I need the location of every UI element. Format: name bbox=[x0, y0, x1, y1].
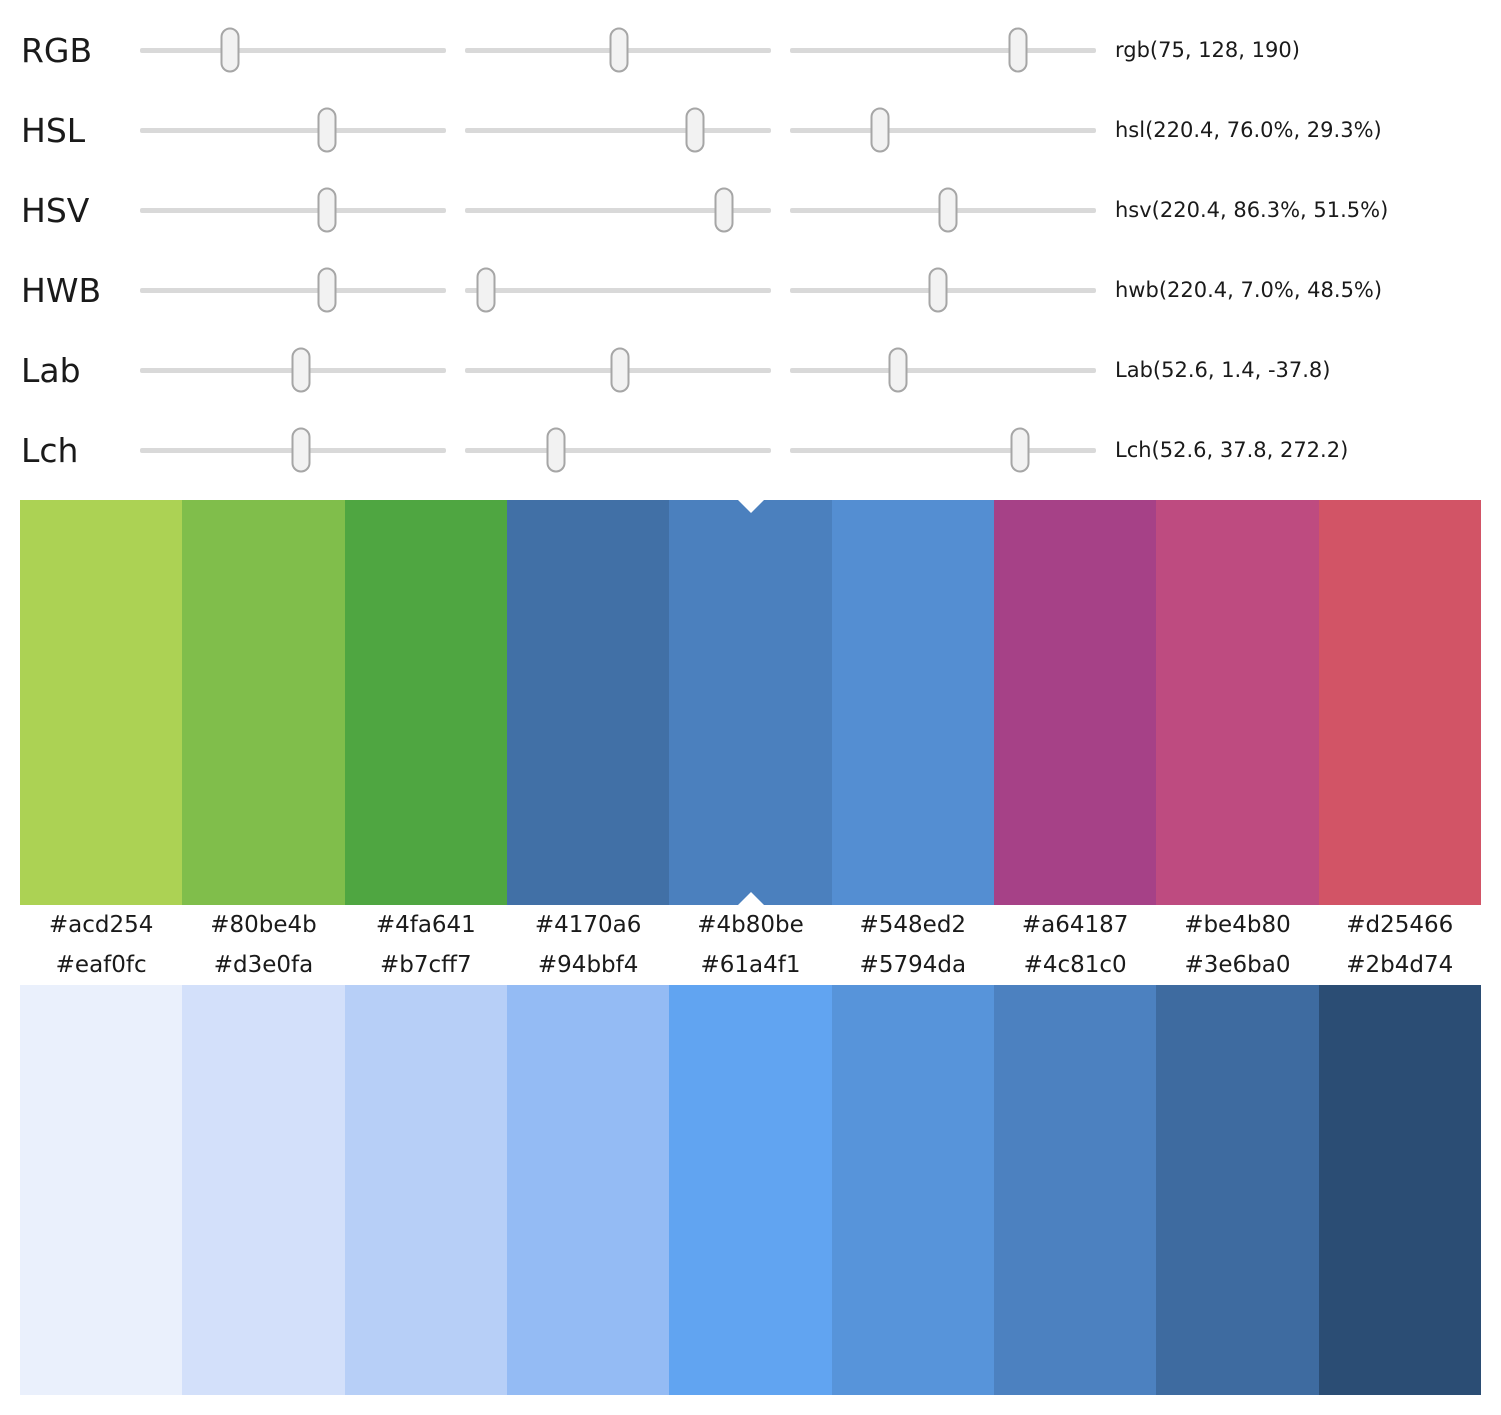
color-model-label: Lch bbox=[21, 430, 79, 470]
slider-thumb-hsv-3[interactable] bbox=[938, 187, 958, 233]
hex-code-label-4c81c0: #4c81c0 bbox=[1023, 952, 1127, 978]
slider-row-hsl: HSL hsl(220.4, 76.0%, 29.3%) bbox=[0, 90, 1501, 170]
color-swatch-d25466[interactable] bbox=[1318, 500, 1481, 905]
slider-thumb-rgb-2[interactable] bbox=[609, 27, 629, 73]
slider-track-hsl-3[interactable] bbox=[790, 107, 1096, 153]
color-swatch-4170a6[interactable] bbox=[506, 500, 670, 905]
slider-row-lch: Lch Lch(52.6, 37.8, 272.2) bbox=[0, 410, 1501, 490]
slider-track-lab-2[interactable] bbox=[465, 347, 771, 393]
slider-track-hwb-1[interactable] bbox=[140, 267, 446, 313]
slider-track-lch-2[interactable] bbox=[465, 427, 771, 473]
hex-code-label-a64187: #a64187 bbox=[1021, 912, 1129, 938]
hex-code-label-80be4b: #80be4b bbox=[210, 912, 317, 938]
scale-section: #eaf0fc #d3e0fa #b7cff7 #94bbf4 #61a4f1 #5794… bbox=[0, 945, 1501, 1395]
slider-track-rgb-2[interactable] bbox=[465, 27, 771, 73]
slider-row-rgb: RGB rgb(75, 128, 190) bbox=[0, 10, 1501, 90]
slider-thumb-hsl-1[interactable] bbox=[317, 107, 337, 153]
slider-thumb-lab-2[interactable] bbox=[610, 347, 630, 393]
hex-code-label-548ed2: #548ed2 bbox=[859, 912, 967, 938]
slider-thumb-hsv-1[interactable] bbox=[317, 187, 337, 233]
slider-thumb-lch-2[interactable] bbox=[546, 427, 566, 473]
color-swatch-d3e0fa[interactable] bbox=[182, 985, 345, 1395]
scale-palette bbox=[20, 985, 1481, 1395]
slider-thumb-rgb-3[interactable] bbox=[1008, 27, 1028, 73]
color-swatch-be4b80[interactable] bbox=[1156, 500, 1319, 905]
hex-code-label-2b4d74: #2b4d74 bbox=[1346, 952, 1454, 978]
color-value-text: Lch(52.6, 37.8, 272.2) bbox=[1115, 438, 1349, 462]
color-swatch-3e6ba0[interactable] bbox=[1156, 985, 1319, 1395]
color-value-text: hsv(220.4, 86.3%, 51.5%) bbox=[1115, 198, 1389, 222]
color-value-text: hwb(220.4, 7.0%, 48.5%) bbox=[1115, 278, 1383, 302]
color-swatch-61a4f1[interactable] bbox=[669, 985, 832, 1395]
slider-thumb-hwb-3[interactable] bbox=[928, 267, 948, 313]
slider-track-rgb-3[interactable] bbox=[790, 27, 1096, 73]
color-model-label: HSV bbox=[21, 190, 90, 230]
slider-panel: RGB rgb(75, 128, 190) HSL hsl(220.4, 76.… bbox=[0, 0, 1501, 490]
slider-row-hwb: HWB hwb(220.4, 7.0%, 48.5%) bbox=[0, 250, 1501, 330]
slider-thumb-hsv-2[interactable] bbox=[714, 187, 734, 233]
slider-track-hwb-3[interactable] bbox=[790, 267, 1096, 313]
hex-code-label-be4b80: #be4b80 bbox=[1184, 912, 1291, 938]
color-value-text: hsl(220.4, 76.0%, 29.3%) bbox=[1115, 118, 1382, 142]
color-value-text: rgb(75, 128, 190) bbox=[1115, 38, 1300, 62]
hex-code-label-94bbf4: #94bbf4 bbox=[537, 952, 639, 978]
color-swatch-94bbf4[interactable] bbox=[506, 985, 670, 1395]
slider-thumb-lab-3[interactable] bbox=[888, 347, 908, 393]
color-model-label: HWB bbox=[21, 270, 102, 310]
color-value-text: Lab(52.6, 1.4, -37.8) bbox=[1115, 358, 1331, 382]
slider-row-hsv: HSV hsv(220.4, 86.3%, 51.5%) bbox=[0, 170, 1501, 250]
main-palette-hex-labels: #acd254 #80be4b #4fa641 #4170a6 #4b80be #548e… bbox=[20, 905, 1481, 945]
slider-track-hsv-1[interactable] bbox=[140, 187, 446, 233]
color-swatch-80be4b[interactable] bbox=[182, 500, 345, 905]
color-swatch-4b80be[interactable] bbox=[669, 500, 832, 905]
color-swatch-5794da[interactable] bbox=[831, 985, 994, 1395]
color-swatch-eaf0fc[interactable] bbox=[20, 985, 183, 1395]
hex-code-label-5794da: #5794da bbox=[859, 952, 967, 978]
color-swatch-b7cff7[interactable] bbox=[344, 985, 507, 1395]
selected-swatch-notch-top bbox=[737, 500, 764, 513]
hex-code-label-acd254: #acd254 bbox=[48, 912, 154, 938]
slider-track-hsl-2[interactable] bbox=[465, 107, 771, 153]
color-swatch-4fa641[interactable] bbox=[344, 500, 507, 905]
color-swatch-acd254[interactable] bbox=[20, 500, 183, 905]
slider-thumb-hsl-3[interactable] bbox=[870, 107, 890, 153]
hex-code-label-eaf0fc: #eaf0fc bbox=[55, 952, 147, 978]
slider-row-lab: Lab Lab(52.6, 1.4, -37.8) bbox=[0, 330, 1501, 410]
color-model-label: RGB bbox=[21, 30, 93, 70]
color-swatch-548ed2[interactable] bbox=[831, 500, 994, 905]
slider-track-lch-1[interactable] bbox=[140, 427, 446, 473]
slider-thumb-lab-1[interactable] bbox=[291, 347, 311, 393]
slider-track-hsv-2[interactable] bbox=[465, 187, 771, 233]
color-swatch-2b4d74[interactable] bbox=[1318, 985, 1481, 1395]
slider-track-hsl-1[interactable] bbox=[140, 107, 446, 153]
slider-thumb-hwb-2[interactable] bbox=[476, 267, 496, 313]
slider-track-lab-1[interactable] bbox=[140, 347, 446, 393]
slider-track-rgb-1[interactable] bbox=[140, 27, 446, 73]
slider-track-hsv-3[interactable] bbox=[790, 187, 1096, 233]
hex-code-label-4fa641: #4fa641 bbox=[375, 912, 476, 938]
hex-code-label-b7cff7: #b7cff7 bbox=[380, 952, 472, 978]
scale-palette-hex-labels: #eaf0fc #d3e0fa #b7cff7 #94bbf4 #61a4f1 #5794… bbox=[20, 945, 1481, 985]
palette-section: #acd254 #80be4b #4fa641 #4170a6 #4b80be #548e… bbox=[0, 500, 1501, 945]
slider-thumb-hsl-2[interactable] bbox=[685, 107, 704, 153]
slider-track-lab-3[interactable] bbox=[790, 347, 1096, 393]
hex-code-label-d25466: #d25466 bbox=[1346, 912, 1454, 938]
hex-code-label-d3e0fa: #d3e0fa bbox=[213, 952, 314, 978]
slider-thumb-rgb-1[interactable] bbox=[220, 27, 240, 73]
slider-track-hwb-2[interactable] bbox=[465, 267, 771, 313]
slider-track-lch-3[interactable] bbox=[790, 427, 1096, 473]
hex-code-label-3e6ba0: #3e6ba0 bbox=[1184, 952, 1291, 978]
main-palette bbox=[20, 500, 1481, 905]
color-model-label: HSL bbox=[21, 110, 86, 150]
slider-thumb-hwb-1[interactable] bbox=[317, 267, 337, 313]
hex-code-label-61a4f1: #61a4f1 bbox=[700, 952, 801, 978]
selected-swatch-notch-bottom bbox=[737, 892, 764, 905]
color-model-label: Lab bbox=[21, 350, 81, 390]
slider-thumb-lch-1[interactable] bbox=[291, 427, 311, 473]
color-swatch-a64187[interactable] bbox=[993, 500, 1157, 905]
slider-thumb-lch-3[interactable] bbox=[1010, 427, 1029, 473]
hex-code-label-4170a6: #4170a6 bbox=[534, 912, 642, 938]
color-swatch-4c81c0[interactable] bbox=[993, 985, 1157, 1395]
hex-code-label-4b80be: #4b80be bbox=[697, 912, 804, 938]
